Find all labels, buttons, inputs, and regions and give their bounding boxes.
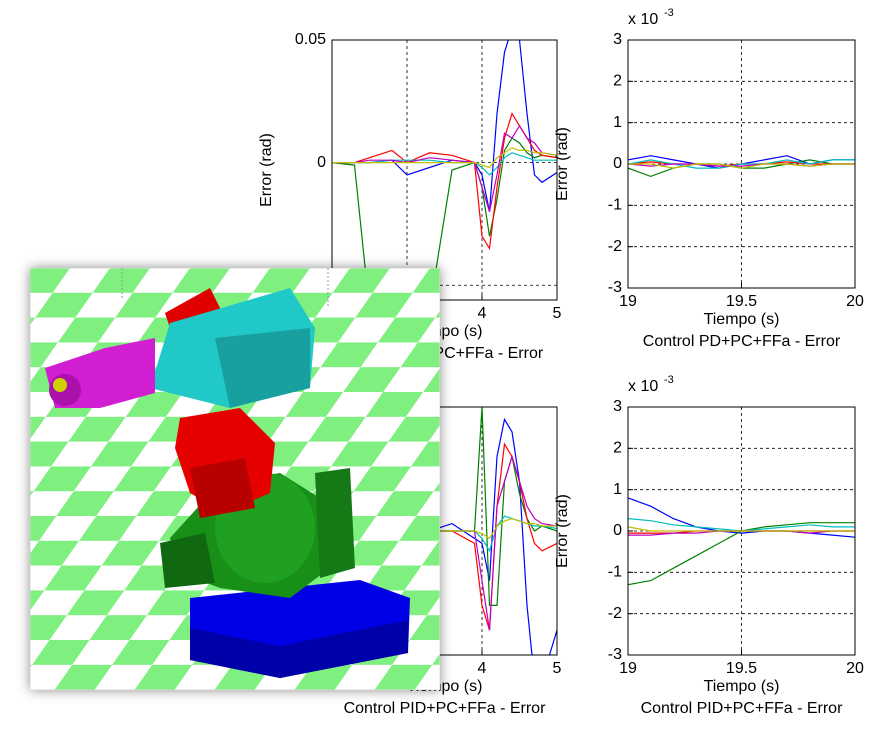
y-axis-label: Error (rad) [554,127,571,201]
x-tick-label: 19.5 [726,660,757,677]
x-tick-label: 5 [553,660,562,677]
y-multiplier: x 10 [628,11,658,28]
y-tick-label: -2 [608,605,622,622]
y-tick-label: -3 [608,646,622,663]
lines [628,155,855,178]
y-multiplier: x 10 [628,378,658,395]
y-tick-label: 1 [613,114,622,131]
x-tick-label: 20 [846,660,864,677]
x-axis-label: Tiempo (s) [704,311,780,328]
y-tick-label: 2 [613,73,622,90]
series-line [628,526,855,532]
axes-box [627,39,856,289]
y-multiplier-exponent: -3 [664,7,674,19]
x-tick-label: 5 [553,305,562,322]
y-tick-label: -3 [608,279,622,296]
axes-box [331,39,558,301]
series-line [332,137,557,300]
y-tick-label: -1 [608,197,622,214]
lines [332,40,557,300]
y-tick-label: 1 [613,481,622,498]
series-line [628,497,855,538]
y-tick-label: 2 [613,440,622,457]
plot-area [332,40,557,300]
y-tick-label: 0 [613,522,622,539]
chart-title: Control PID+PC+FFa - Error [641,700,844,717]
series-line [628,163,855,169]
y-tick-label: 0.05 [295,31,326,48]
series-line [332,147,557,169]
y-axis-label: Error (rad) [554,494,571,568]
series-line [332,112,557,251]
y-axis-label: Error (rad) [258,133,275,207]
y-tick-label: 0 [613,155,622,172]
y-multiplier-exponent: -3 [664,374,674,386]
lines [628,497,855,586]
robot-render [30,268,440,690]
series-line [628,159,855,169]
x-tick-label: 4 [478,660,487,677]
series-line [332,124,557,212]
chart-title: Control PID+PC+FFa - Error [344,700,547,717]
x-tick-label: 19 [619,293,637,310]
y-tick-label: 3 [613,398,622,415]
x-tick-label: 19.5 [726,293,757,310]
x-tick-label: 4 [478,305,487,322]
y-tick-label: 3 [613,31,622,48]
y-tick-label: -1 [608,564,622,581]
axes-box [627,406,856,656]
y-tick-label: -2 [608,238,622,255]
x-tick-label: 19 [619,660,637,677]
x-axis-label: Tiempo (s) [704,678,780,695]
y-tick-label: 0 [317,154,326,171]
x-tick-label: 20 [846,293,864,310]
chart-title: Control PD+PC+FFa - Error [643,333,841,350]
